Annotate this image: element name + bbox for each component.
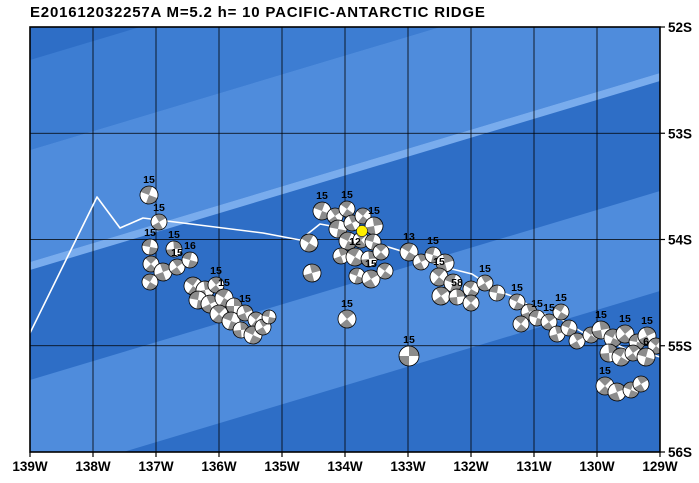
beachball	[299, 233, 319, 253]
x-tick-label: 129W	[642, 459, 678, 474]
y-tick-label: 55S	[668, 339, 692, 354]
beachball	[181, 251, 199, 269]
depth-label: 15	[210, 265, 222, 277]
plot-title: E201612032257A M=5.2 h= 10 PACIFIC-ANTAR…	[30, 4, 486, 21]
beachball	[345, 247, 365, 267]
beachball	[348, 267, 366, 285]
depth-label: 15	[595, 309, 607, 321]
depth-label: 15	[341, 298, 353, 310]
beachball	[150, 213, 168, 231]
depth-label: 15	[144, 227, 156, 239]
x-tick-label: 139W	[12, 459, 48, 474]
beachball	[364, 216, 384, 236]
beachball	[372, 243, 390, 261]
beachball	[607, 382, 627, 402]
depth-label: 16	[184, 240, 196, 252]
depth-label: 58	[451, 277, 463, 289]
depth-label: 15	[619, 313, 631, 325]
beachball	[398, 345, 420, 367]
beachball	[448, 288, 466, 306]
depth-label: 13	[403, 231, 415, 243]
beachball	[476, 274, 494, 292]
beachball	[552, 303, 570, 321]
beachball	[141, 273, 159, 291]
depth-label: 15	[218, 277, 230, 289]
depth-label: 15	[641, 315, 653, 327]
depth-label: 15	[531, 298, 543, 310]
depth-label: 15	[599, 365, 611, 377]
depth-label: 15	[365, 258, 377, 270]
beachball	[332, 247, 350, 265]
y-tick-label: 54S	[668, 233, 692, 248]
depth-label: 15	[239, 293, 251, 305]
depth-label: 15	[341, 189, 353, 201]
y-tick-label: 53S	[668, 126, 692, 141]
beachball	[243, 325, 263, 345]
beachball	[632, 375, 650, 393]
depth-label: 15	[316, 190, 328, 202]
beachball	[302, 263, 322, 283]
beachball	[512, 315, 530, 333]
beachball	[153, 262, 173, 282]
beachball	[508, 293, 526, 311]
event-marker	[356, 225, 368, 237]
depth-label: 15	[555, 292, 567, 304]
beachball	[560, 319, 578, 337]
x-tick-label: 135W	[264, 459, 300, 474]
y-tick-label: 52S	[668, 20, 692, 35]
beachball	[338, 231, 358, 251]
beachball	[261, 309, 277, 325]
depth-label: 15	[368, 205, 380, 217]
beachball	[568, 332, 586, 350]
x-tick-label: 137W	[138, 459, 174, 474]
beachball	[637, 326, 657, 346]
x-tick-label: 130W	[579, 459, 615, 474]
x-tick-label: 134W	[327, 459, 363, 474]
beachball	[337, 309, 357, 329]
x-tick-label: 131W	[516, 459, 552, 474]
beachball	[139, 185, 159, 205]
beachball	[636, 347, 656, 367]
depth-label: 15	[433, 256, 445, 268]
beachball	[431, 286, 451, 306]
beachball	[236, 304, 254, 322]
x-tick-label: 138W	[75, 459, 111, 474]
x-tick-label: 132W	[453, 459, 489, 474]
depth-label: 15	[427, 235, 439, 247]
y-tick-label: 56S	[668, 445, 692, 460]
beachball	[168, 258, 186, 276]
depth-label: 15	[403, 334, 415, 346]
depth-label: 15	[168, 229, 180, 241]
beachball	[361, 269, 381, 289]
beachball	[429, 267, 449, 287]
beachball	[141, 238, 159, 256]
depth-label: 15	[171, 247, 183, 259]
beachball	[376, 262, 394, 280]
beachball	[399, 242, 419, 262]
depth-label: 6	[643, 336, 649, 348]
x-tick-label: 133W	[390, 459, 426, 474]
depth-label: 15	[543, 302, 555, 314]
beachball	[462, 294, 480, 312]
depth-label: 15	[143, 174, 155, 186]
beachball	[165, 240, 183, 258]
depth-label: 12	[349, 236, 361, 248]
depth-label: 15	[479, 263, 491, 275]
depth-label: 15	[511, 282, 523, 294]
beachball	[488, 284, 506, 302]
beachball	[360, 250, 378, 268]
depth-label: 15	[153, 202, 165, 214]
x-tick-label: 136W	[201, 459, 237, 474]
